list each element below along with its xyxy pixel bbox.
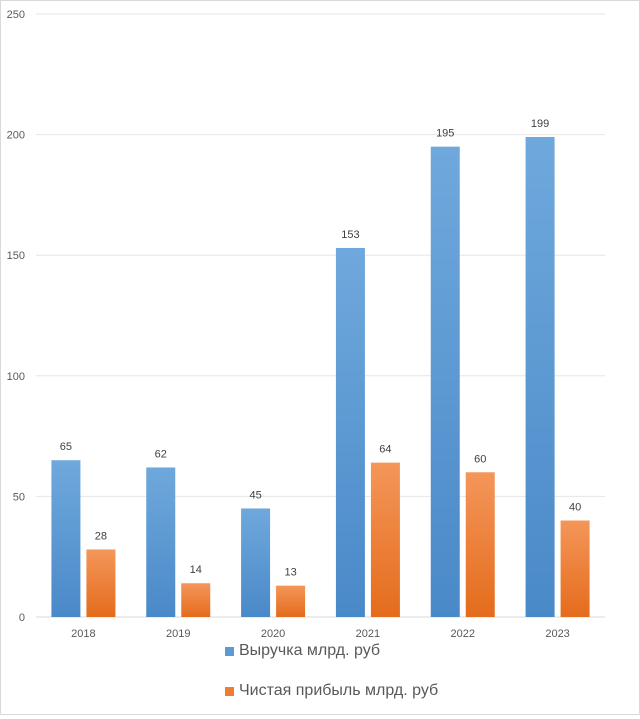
data-label: 13 [284,567,296,579]
data-label: 199 [531,118,549,130]
data-label: 40 [569,502,581,514]
data-label: 14 [190,564,202,576]
data-label: 195 [436,128,454,140]
legend-item-revenue: Выручка млрд. руб [225,639,438,663]
legend-swatch-net-profit [225,686,234,696]
bar-net-profit [560,520,590,617]
bar-net-profit [370,462,400,617]
legend-item-net-profit: Чистая прибыль млрд. руб [225,679,438,703]
legend-swatch-revenue [225,646,234,656]
data-label: 153 [341,229,359,241]
y-tick-label: 50 [13,491,25,503]
bar-revenue [51,460,81,617]
bar-revenue [335,247,365,618]
bars [51,137,590,618]
bar-net-profit [276,585,306,617]
bar-net-profit [181,583,211,617]
x-tick-label: 2020 [261,628,285,640]
data-label: 65 [60,441,72,453]
x-axis-ticks: 2018 2019 2020 2021 2022 2023 [71,628,570,640]
y-axis-ticks: 0 50 100 150 200 250 [7,9,25,624]
y-tick-label: 200 [7,130,25,142]
x-tick-label: 2019 [166,628,190,640]
bar-revenue [430,146,460,617]
data-label: 60 [474,453,486,465]
y-tick-label: 250 [7,9,25,21]
data-label: 28 [95,530,107,542]
data-label: 45 [249,489,261,501]
y-tick-label: 100 [7,371,25,383]
bar-net-profit [86,549,116,617]
bar-revenue [525,137,555,617]
legend-label-revenue: Выручка млрд. руб [239,642,381,659]
x-tick-label: 2018 [71,628,95,640]
data-label: 62 [155,448,167,460]
data-label: 64 [379,444,391,456]
bar-revenue [146,467,176,617]
y-tick-label: 0 [19,612,25,624]
legend: Выручка млрд. руб Чистая прибыль млрд. р… [225,639,438,719]
x-tick-label: 2023 [545,628,569,640]
legend-label-net-profit: Чистая прибыль млрд. руб [239,682,439,699]
bar-revenue [241,508,271,617]
x-tick-label: 2022 [451,628,475,640]
gridlines [36,13,605,618]
y-tick-label: 150 [7,250,25,262]
x-tick-label: 2021 [356,628,380,640]
bar-net-profit [465,472,495,617]
data-labels: 65 28 62 14 45 13 153 64 195 60 199 40 [60,118,581,579]
